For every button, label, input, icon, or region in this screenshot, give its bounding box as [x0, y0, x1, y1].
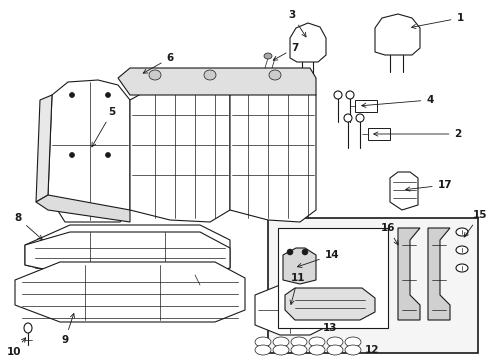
Ellipse shape: [272, 337, 288, 347]
Polygon shape: [36, 95, 52, 202]
Text: 8: 8: [14, 213, 42, 239]
Polygon shape: [25, 232, 229, 275]
Text: 15: 15: [463, 210, 486, 237]
Ellipse shape: [326, 345, 342, 355]
Ellipse shape: [343, 114, 351, 122]
Text: 17: 17: [405, 180, 451, 191]
Ellipse shape: [290, 345, 306, 355]
Ellipse shape: [69, 153, 74, 158]
Polygon shape: [25, 225, 229, 275]
Ellipse shape: [345, 345, 360, 355]
Ellipse shape: [290, 337, 306, 347]
Text: 9: 9: [61, 314, 74, 345]
Ellipse shape: [105, 93, 110, 98]
Text: 13: 13: [322, 323, 337, 333]
Ellipse shape: [254, 337, 270, 347]
Text: 16: 16: [380, 223, 397, 245]
Ellipse shape: [302, 249, 307, 255]
Text: 1: 1: [411, 13, 463, 28]
Polygon shape: [254, 285, 329, 335]
Bar: [278, 228, 387, 328]
Text: 5: 5: [92, 107, 115, 147]
Ellipse shape: [346, 91, 353, 99]
Polygon shape: [118, 68, 315, 95]
Ellipse shape: [105, 153, 110, 158]
Polygon shape: [389, 172, 417, 210]
Ellipse shape: [268, 70, 281, 80]
Polygon shape: [15, 262, 244, 322]
Ellipse shape: [308, 345, 325, 355]
Ellipse shape: [272, 345, 288, 355]
Ellipse shape: [264, 53, 271, 59]
Ellipse shape: [326, 337, 342, 347]
Ellipse shape: [203, 70, 216, 80]
Bar: [267, 218, 477, 353]
Ellipse shape: [24, 323, 32, 333]
Polygon shape: [397, 228, 419, 320]
Ellipse shape: [149, 70, 161, 80]
Text: 12: 12: [364, 345, 379, 355]
Ellipse shape: [455, 246, 467, 254]
Ellipse shape: [286, 249, 292, 255]
Text: 3: 3: [288, 10, 305, 37]
Text: 7: 7: [273, 43, 298, 60]
Text: 2: 2: [373, 129, 461, 139]
Polygon shape: [289, 23, 325, 62]
Polygon shape: [48, 80, 130, 222]
Ellipse shape: [455, 264, 467, 272]
Text: 11: 11: [289, 273, 305, 305]
Ellipse shape: [254, 345, 270, 355]
Ellipse shape: [69, 93, 74, 98]
Text: 14: 14: [297, 250, 339, 267]
Polygon shape: [427, 228, 449, 320]
Polygon shape: [285, 288, 374, 320]
Text: 6: 6: [143, 53, 173, 73]
Polygon shape: [283, 248, 315, 284]
Text: 10: 10: [7, 338, 25, 357]
Bar: [367, 128, 389, 140]
Ellipse shape: [355, 114, 363, 122]
Bar: [354, 100, 376, 112]
Ellipse shape: [333, 91, 341, 99]
Ellipse shape: [345, 337, 360, 347]
Text: 4: 4: [361, 95, 433, 107]
Polygon shape: [36, 195, 130, 222]
Polygon shape: [130, 78, 229, 222]
Ellipse shape: [455, 228, 467, 236]
Ellipse shape: [308, 337, 325, 347]
Polygon shape: [374, 14, 419, 55]
Polygon shape: [229, 78, 315, 222]
